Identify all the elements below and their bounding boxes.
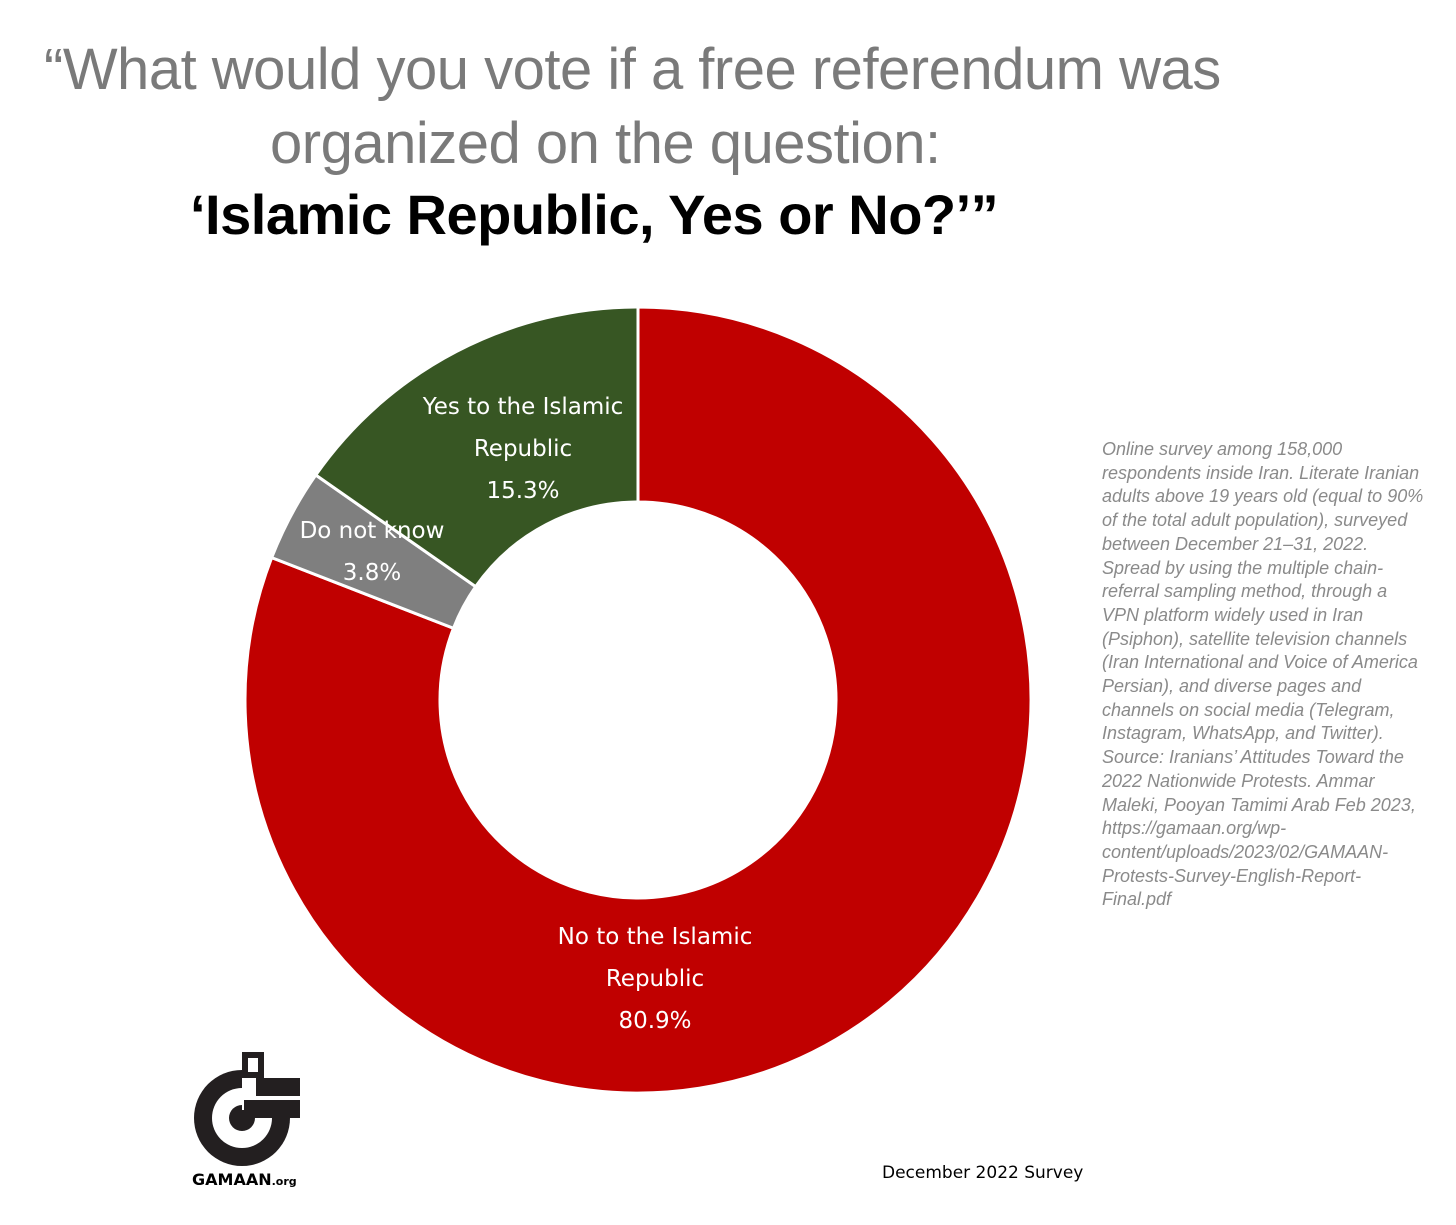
slice-category-label-0: Republic [606, 966, 704, 992]
slice-value-label-2: 15.3% [486, 478, 559, 504]
donut-slice-2 [314, 305, 640, 589]
chart-title-line-3: ‘Islamic Republic, Yes or No?’” [190, 183, 999, 246]
slice-category-label-2: Republic [474, 436, 572, 462]
methodology-note: Online survey among 158,000 respondents … [1102, 439, 1424, 910]
logo-name: GAMAAN [192, 1170, 272, 1189]
chart-title-line-1: “What would you vote if a free referendu… [44, 37, 1221, 102]
slice-value-label-0: 80.9% [618, 1008, 691, 1034]
logo-wordmark: GAMAAN.org [192, 1170, 297, 1189]
chart-title-line-2: organized on the question: [270, 111, 941, 176]
slice-category-label-1: Do not know [300, 518, 445, 544]
survey-date: December 2022 Survey [882, 1163, 1084, 1183]
donut-slice-0 [243, 305, 1033, 1095]
gamaan-logo-icon [194, 1052, 306, 1166]
donut-labels: No to the Islamic Republic 80.9% Do not kno… [300, 394, 753, 1034]
slice-category-label-2: Yes to the Islamic [422, 394, 624, 420]
donut-slices [243, 305, 1033, 1095]
logo-suffix: .org [271, 1175, 297, 1188]
slice-value-label-1: 3.8% [343, 560, 401, 586]
slice-category-label-0: No to the Islamic [558, 924, 753, 950]
